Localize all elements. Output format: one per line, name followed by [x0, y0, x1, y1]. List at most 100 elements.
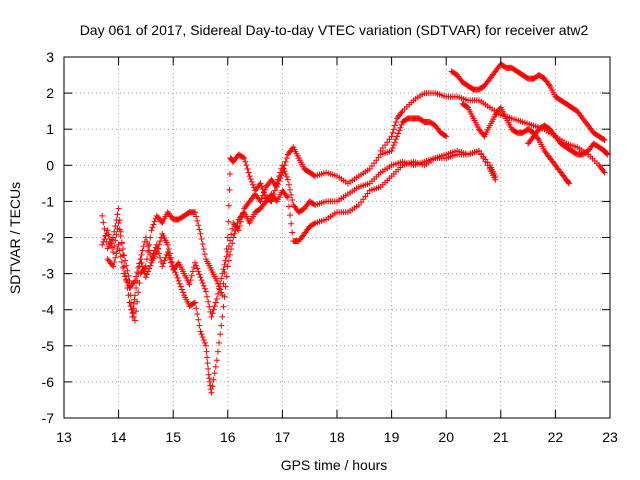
data-point: [600, 168, 607, 175]
data-point: [192, 209, 199, 216]
data-point: [147, 262, 154, 269]
data-point: [209, 310, 216, 317]
data-point: [398, 109, 405, 116]
data-point: [240, 154, 247, 161]
data-point: [124, 279, 131, 286]
data-point: [195, 222, 202, 229]
x-tick-label: 19: [384, 429, 400, 445]
data-point: [166, 250, 173, 257]
data-point: [283, 193, 290, 200]
data-point: [204, 354, 211, 361]
data-point: [205, 365, 212, 372]
data-point: [243, 162, 250, 169]
data-point: [177, 283, 184, 290]
data-point: [111, 228, 118, 235]
data-point: [100, 219, 107, 226]
data-point: [246, 173, 253, 180]
data-point: [443, 133, 450, 140]
data-point: [197, 274, 204, 281]
data-point: [170, 263, 177, 270]
data-point: [273, 180, 280, 187]
data-point: [145, 268, 152, 275]
data-point: [230, 234, 237, 241]
data-point: [157, 238, 164, 245]
data-point: [229, 240, 236, 247]
data-point: [604, 151, 611, 158]
data-point: [110, 263, 117, 270]
data-point: [199, 279, 206, 286]
data-point: [277, 169, 284, 176]
grid: [64, 57, 610, 418]
data-point: [104, 227, 111, 234]
data-point: [214, 280, 221, 287]
data-point: [217, 286, 224, 293]
data-point: [284, 194, 291, 201]
data-point: [248, 178, 255, 185]
data-point: [201, 339, 208, 346]
data-point: [111, 259, 118, 266]
data-point: [114, 211, 121, 218]
data-point: [121, 270, 128, 277]
data-point: [204, 360, 211, 367]
data-point: [276, 173, 283, 180]
data-point: [225, 202, 232, 209]
data-point: [261, 191, 268, 198]
data-point: [218, 322, 225, 329]
series-trace-1: [99, 115, 450, 320]
data-point: [285, 181, 292, 188]
data-point: [268, 198, 275, 205]
data-point: [244, 165, 251, 172]
x-tick-label: 13: [56, 429, 72, 445]
data-point: [180, 289, 187, 296]
data-point: [603, 150, 610, 157]
data-point: [287, 186, 294, 193]
data-point: [280, 165, 287, 172]
data-point: [133, 285, 140, 292]
series-trace-2: [99, 147, 499, 324]
data-point: [287, 212, 294, 219]
data-point: [122, 257, 129, 264]
y-tick-label: 1: [46, 121, 54, 137]
data-point: [389, 129, 396, 136]
data-point: [214, 290, 221, 297]
data-point: [193, 305, 200, 312]
data-point: [213, 277, 220, 284]
data-point: [221, 269, 228, 276]
data-point: [99, 241, 106, 248]
x-tick-label: 22: [548, 429, 564, 445]
data-point: [151, 218, 158, 225]
data-point: [216, 339, 223, 346]
data-point: [217, 331, 224, 338]
data-point: [196, 271, 203, 278]
data-point: [200, 337, 207, 344]
data-point: [118, 240, 125, 247]
data-point: [234, 220, 241, 227]
x-tick-label: 16: [220, 429, 236, 445]
data-point: [206, 303, 213, 310]
data-point: [257, 198, 264, 205]
data-point: [206, 375, 213, 382]
data-point: [119, 264, 126, 271]
data-point: [101, 225, 108, 232]
data-point: [142, 274, 149, 281]
data-point: [221, 293, 228, 300]
data-point: [134, 298, 141, 305]
data-point: [211, 303, 218, 310]
data-point: [115, 241, 122, 248]
data-point: [125, 292, 132, 299]
data-point: [247, 176, 254, 183]
data-point: [192, 299, 199, 306]
data-point: [135, 264, 142, 271]
data-point: [229, 225, 236, 232]
data-point: [148, 227, 155, 234]
data-point: [113, 250, 120, 257]
data-point: [105, 231, 112, 238]
data-point: [123, 276, 130, 283]
data-point: [173, 272, 180, 279]
data-point: [169, 259, 176, 266]
y-tick-label: 0: [46, 157, 54, 173]
y-tick-label: 3: [46, 49, 54, 65]
data-point: [175, 277, 182, 284]
data-point: [224, 263, 231, 270]
x-tick-label: 20: [438, 429, 454, 445]
